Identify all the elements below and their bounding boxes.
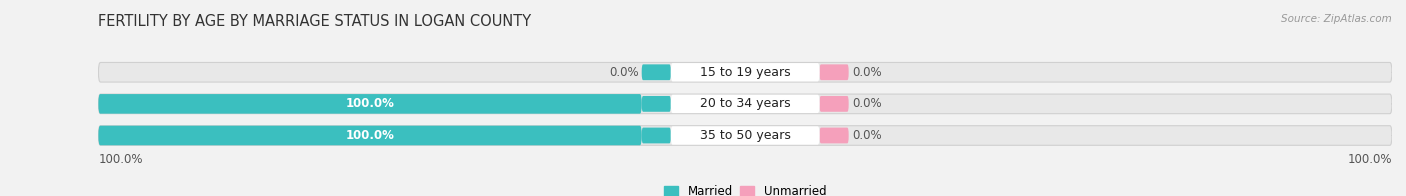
Text: 100.0%: 100.0% (98, 153, 143, 166)
FancyBboxPatch shape (820, 128, 849, 143)
Text: 100.0%: 100.0% (1347, 153, 1392, 166)
Legend: Married, Unmarried: Married, Unmarried (664, 185, 827, 196)
FancyBboxPatch shape (641, 96, 671, 112)
Text: 100.0%: 100.0% (346, 97, 395, 110)
Text: 0.0%: 0.0% (852, 66, 882, 79)
FancyBboxPatch shape (671, 126, 820, 145)
Text: 100.0%: 100.0% (346, 129, 395, 142)
FancyBboxPatch shape (98, 126, 1392, 145)
FancyBboxPatch shape (641, 128, 671, 143)
FancyBboxPatch shape (641, 64, 671, 80)
FancyBboxPatch shape (98, 94, 641, 114)
Text: 0.0%: 0.0% (852, 97, 882, 110)
FancyBboxPatch shape (98, 94, 1392, 114)
FancyBboxPatch shape (98, 63, 1392, 82)
Text: 0.0%: 0.0% (609, 66, 638, 79)
FancyBboxPatch shape (820, 64, 849, 80)
FancyBboxPatch shape (820, 96, 849, 112)
Text: 15 to 19 years: 15 to 19 years (700, 66, 790, 79)
Text: 0.0%: 0.0% (852, 129, 882, 142)
FancyBboxPatch shape (671, 95, 820, 113)
Text: 20 to 34 years: 20 to 34 years (700, 97, 790, 110)
Text: FERTILITY BY AGE BY MARRIAGE STATUS IN LOGAN COUNTY: FERTILITY BY AGE BY MARRIAGE STATUS IN L… (98, 14, 531, 29)
FancyBboxPatch shape (98, 126, 641, 145)
FancyBboxPatch shape (671, 63, 820, 81)
Text: 35 to 50 years: 35 to 50 years (700, 129, 790, 142)
Text: Source: ZipAtlas.com: Source: ZipAtlas.com (1281, 14, 1392, 24)
